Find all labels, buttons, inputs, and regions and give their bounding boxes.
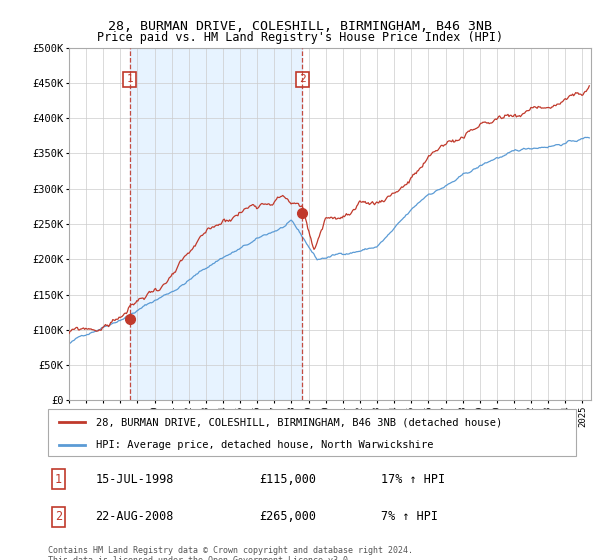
Text: Price paid vs. HM Land Registry's House Price Index (HPI): Price paid vs. HM Land Registry's House … [97,31,503,44]
Text: 15-JUL-1998: 15-JUL-1998 [95,473,174,486]
Text: Contains HM Land Registry data © Crown copyright and database right 2024.
This d: Contains HM Land Registry data © Crown c… [48,546,413,560]
Text: 1: 1 [126,74,133,85]
Text: 17% ↑ HPI: 17% ↑ HPI [380,473,445,486]
Bar [130,48,302,400]
Text: 7% ↑ HPI: 7% ↑ HPI [380,510,437,524]
Text: £265,000: £265,000 [259,510,316,524]
Text: 2: 2 [299,74,306,85]
Text: 2: 2 [55,510,62,524]
Text: 28, BURMAN DRIVE, COLESHILL, BIRMINGHAM, B46 3NB (detached house): 28, BURMAN DRIVE, COLESHILL, BIRMINGHAM,… [95,417,502,427]
Text: 28, BURMAN DRIVE, COLESHILL, BIRMINGHAM, B46 3NB: 28, BURMAN DRIVE, COLESHILL, BIRMINGHAM,… [108,20,492,32]
Text: £115,000: £115,000 [259,473,316,486]
Text: 22-AUG-2008: 22-AUG-2008 [95,510,174,524]
Text: HPI: Average price, detached house, North Warwickshire: HPI: Average price, detached house, Nort… [95,440,433,450]
FancyBboxPatch shape [48,409,576,456]
Text: 1: 1 [55,473,62,486]
